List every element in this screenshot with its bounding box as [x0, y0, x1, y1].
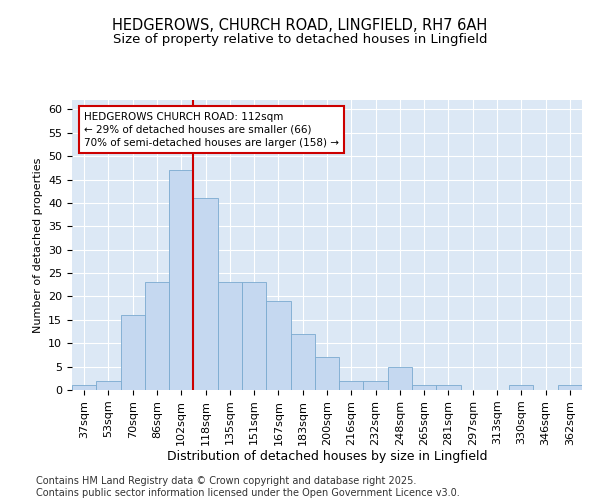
Bar	[364, 380, 388, 390]
Bar	[339, 380, 364, 390]
Bar	[218, 282, 242, 390]
Bar	[436, 386, 461, 390]
Bar	[558, 386, 582, 390]
Bar	[290, 334, 315, 390]
Text: Size of property relative to detached houses in Lingfield: Size of property relative to detached ho…	[113, 32, 487, 46]
X-axis label: Distribution of detached houses by size in Lingfield: Distribution of detached houses by size …	[167, 450, 487, 464]
Bar	[96, 380, 121, 390]
Text: HEDGEROWS, CHURCH ROAD, LINGFIELD, RH7 6AH: HEDGEROWS, CHURCH ROAD, LINGFIELD, RH7 6…	[112, 18, 488, 32]
Bar	[242, 282, 266, 390]
Bar	[315, 358, 339, 390]
Bar	[266, 301, 290, 390]
Bar	[509, 386, 533, 390]
Text: Contains HM Land Registry data © Crown copyright and database right 2025.
Contai: Contains HM Land Registry data © Crown c…	[36, 476, 460, 498]
Text: HEDGEROWS CHURCH ROAD: 112sqm
← 29% of detached houses are smaller (66)
70% of s: HEDGEROWS CHURCH ROAD: 112sqm ← 29% of d…	[84, 112, 339, 148]
Bar	[72, 386, 96, 390]
Bar	[193, 198, 218, 390]
Y-axis label: Number of detached properties: Number of detached properties	[32, 158, 43, 332]
Bar	[121, 315, 145, 390]
Bar	[145, 282, 169, 390]
Bar	[169, 170, 193, 390]
Bar	[388, 366, 412, 390]
Bar	[412, 386, 436, 390]
